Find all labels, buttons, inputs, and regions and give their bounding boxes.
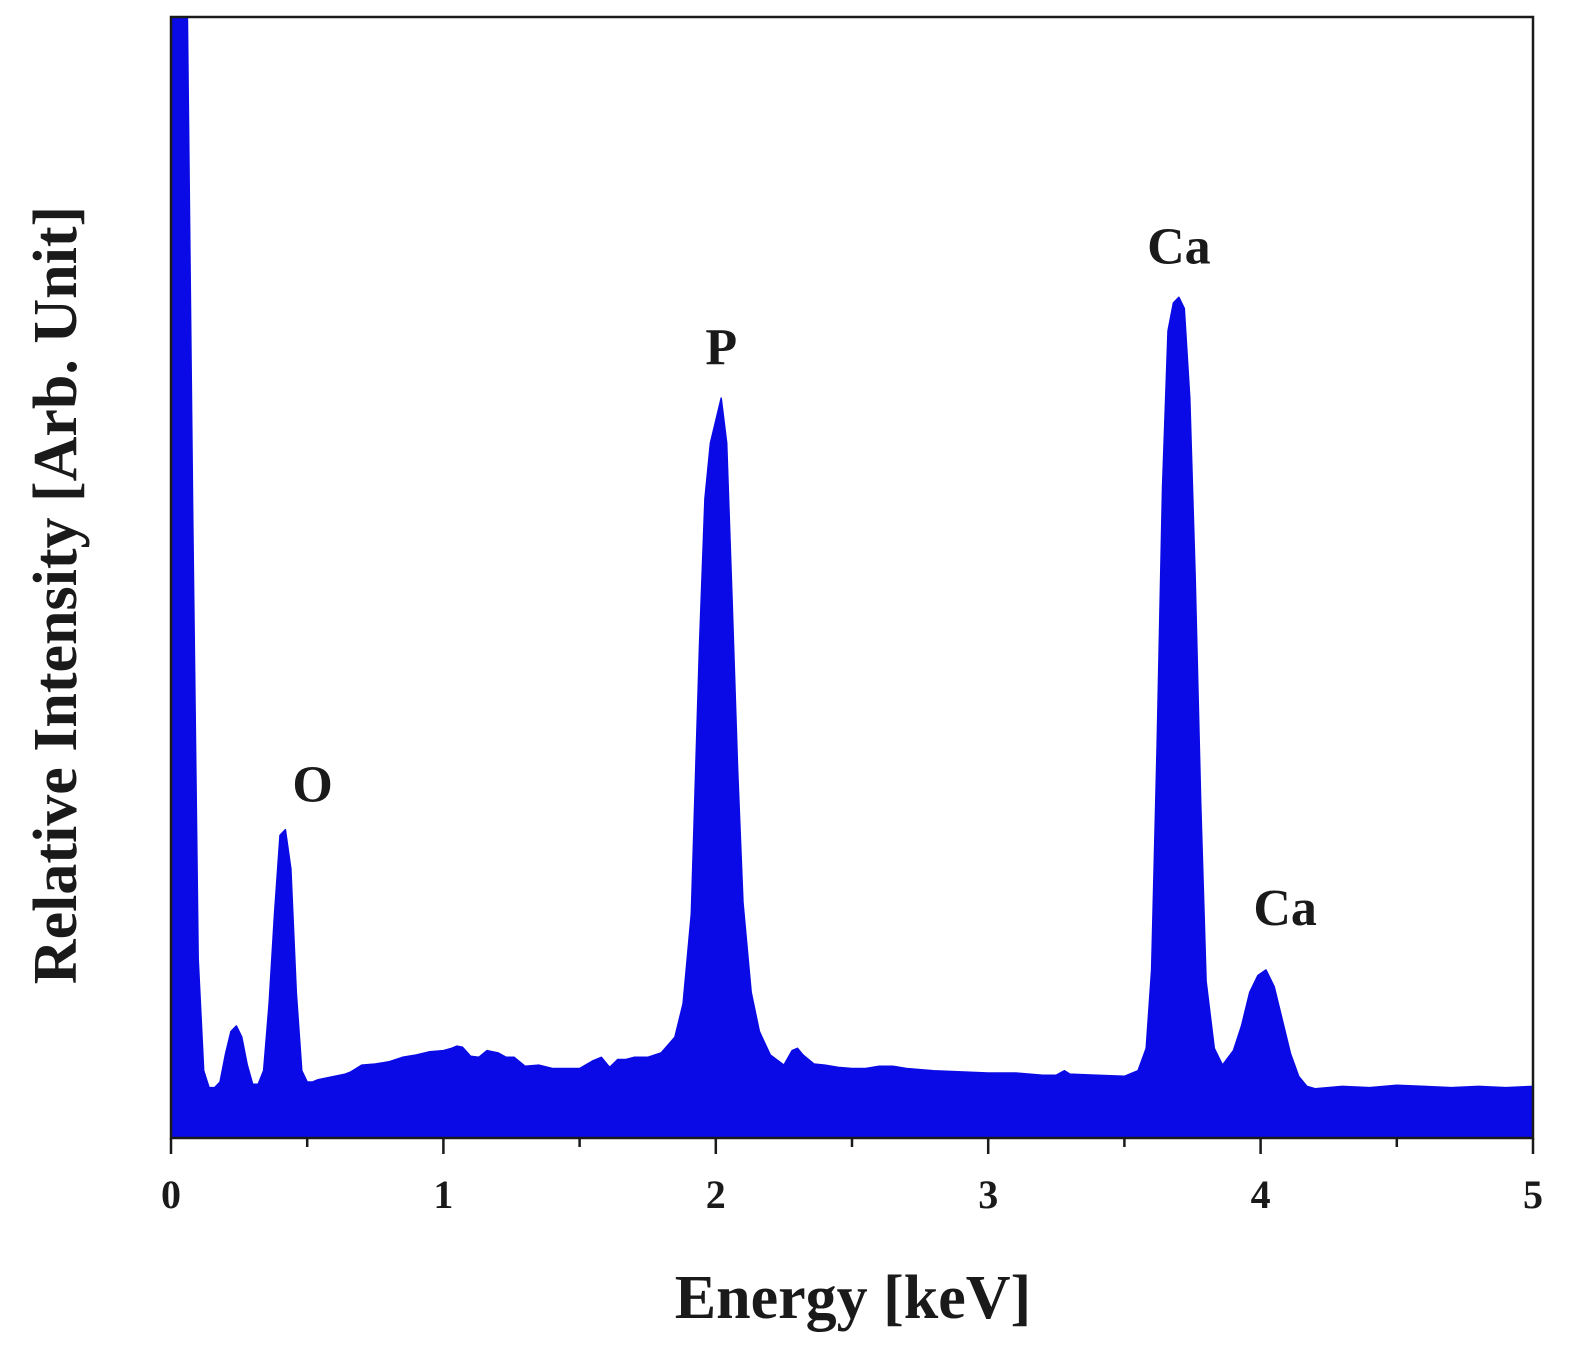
peak-label-p-1: P: [705, 320, 737, 377]
x-tick-label-4: 4: [1251, 1172, 1271, 1217]
y-axis-label: Relative Intensity [Arb. Unit]: [22, 206, 90, 984]
x-tick-label-3: 3: [978, 1172, 998, 1217]
x-axis-label: Energy [keV]: [675, 1264, 1031, 1332]
x-tick-label-1: 1: [433, 1172, 453, 1217]
x-tick-label-2: 2: [706, 1172, 726, 1217]
peak-label-ca-3: Ca: [1253, 880, 1317, 937]
axes-frame: [169, 15, 1535, 1140]
peak-annotations: O P Ca Ca: [292, 219, 1316, 937]
peak-label-o-0: O: [292, 757, 332, 814]
x-axis-ticks: 0 1 2 3 4 5: [161, 1138, 1543, 1217]
x-tick-label-0: 0: [161, 1172, 181, 1217]
plot-area: [171, 17, 1533, 1138]
peak-label-ca-2: Ca: [1147, 219, 1211, 276]
axes-border: [169, 15, 1535, 1140]
x-tick-label-5: 5: [1523, 1172, 1543, 1217]
spectrum-area-0: [171, 17, 1533, 1138]
